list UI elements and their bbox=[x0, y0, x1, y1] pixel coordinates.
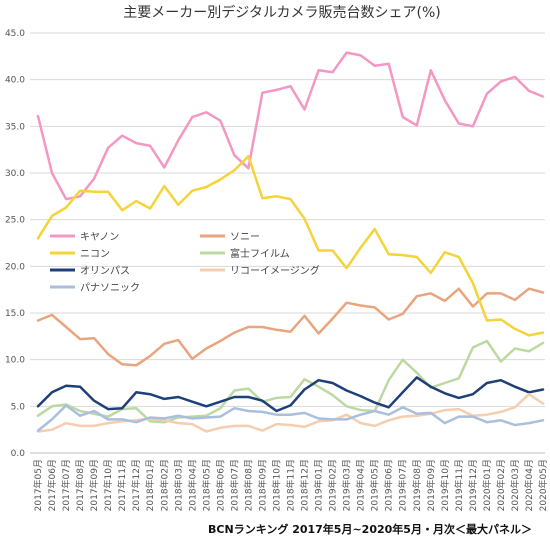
y-tick-label: 15.0 bbox=[5, 309, 25, 319]
legend-label: ソニー bbox=[230, 232, 260, 243]
y-tick-label: 5.0 bbox=[11, 402, 26, 412]
x-tick-label: 2017年12月 bbox=[130, 459, 142, 511]
x-tick-label: 2017年09月 bbox=[88, 459, 100, 511]
x-tick-label: 2017年06月 bbox=[46, 459, 58, 511]
y-tick-label: 20.0 bbox=[5, 262, 25, 272]
x-tick-label: 2017年10月 bbox=[102, 459, 114, 511]
x-tick-label: 2018年09月 bbox=[256, 459, 268, 511]
legend-label: リコーイメージング bbox=[230, 264, 320, 277]
series-line-2 bbox=[36, 154, 545, 337]
source-note: BCNランキング 2017年5月~2020年5月・月次＜最大パネル＞ bbox=[208, 522, 532, 536]
x-tick-label: 2017年11月 bbox=[116, 459, 128, 511]
x-tick-label: 2019年06月 bbox=[383, 459, 395, 511]
legend-label: 富士フイルム bbox=[230, 247, 290, 260]
y-tick-label: 35.0 bbox=[5, 122, 25, 132]
x-tick-label: 2017年07月 bbox=[60, 459, 72, 511]
x-tick-label: 2020年03月 bbox=[509, 459, 521, 511]
series-line-4 bbox=[36, 376, 545, 413]
series-line-6 bbox=[36, 404, 545, 432]
x-tick-label: 2020年04月 bbox=[523, 459, 535, 511]
x-tick-label: 2018年03月 bbox=[172, 459, 184, 511]
x-tick-label: 2018年07月 bbox=[228, 459, 240, 511]
x-tick-label: 2019年09月 bbox=[425, 459, 437, 511]
x-tick-label: 2018年11月 bbox=[285, 459, 297, 511]
x-tick-label: 2019年02月 bbox=[327, 459, 339, 511]
x-tick-label: 2019年12月 bbox=[467, 459, 479, 511]
x-tick-label: 2019年07月 bbox=[397, 459, 409, 511]
x-tick-label: 2019年08月 bbox=[411, 459, 423, 511]
x-tick-label: 2018年12月 bbox=[299, 459, 311, 511]
x-tick-label: 2020年02月 bbox=[495, 459, 507, 511]
y-tick-label: 0.0 bbox=[11, 449, 26, 459]
x-tick-label: 2019年04月 bbox=[355, 459, 367, 511]
y-tick-label: 45.0 bbox=[5, 29, 25, 39]
series-line-0 bbox=[36, 51, 545, 201]
series-lines bbox=[36, 51, 545, 433]
y-tick-label: 10.0 bbox=[5, 356, 25, 366]
x-tick-label: 2018年05月 bbox=[200, 459, 212, 511]
legend-label: パナソニック bbox=[80, 282, 140, 294]
x-tick-label: 2018年06月 bbox=[214, 459, 226, 511]
x-tick-label: 2019年05月 bbox=[369, 459, 381, 511]
x-tick-label: 2018年10月 bbox=[270, 459, 282, 511]
x-tick-label: 2019年11月 bbox=[453, 459, 465, 511]
x-tick-label: 2019年01月 bbox=[313, 459, 325, 511]
chart-title: 主要メーカー別デジタルカメラ販売台数シェア(%) bbox=[123, 4, 441, 21]
legend-label: オリンパス bbox=[80, 265, 130, 277]
legend-label: ニコン bbox=[80, 249, 110, 260]
x-tick-label: 2018年04月 bbox=[186, 459, 198, 511]
y-tick-label: 40.0 bbox=[5, 76, 25, 86]
x-tick-label: 2019年03月 bbox=[341, 459, 353, 511]
x-tick-label: 2019年10月 bbox=[439, 459, 451, 511]
y-tick-label: 25.0 bbox=[5, 216, 25, 226]
x-tick-label: 2020年01月 bbox=[481, 459, 493, 511]
x-tick-label: 2017年08月 bbox=[74, 459, 86, 511]
x-tick-label: 2020年05月 bbox=[537, 459, 549, 511]
series-line-5 bbox=[36, 392, 545, 433]
y-tick-label: 30.0 bbox=[5, 169, 25, 179]
series-line-1 bbox=[36, 287, 545, 367]
x-tick-label: 2017年05月 bbox=[32, 459, 44, 511]
legend-label: キヤノン bbox=[80, 232, 119, 243]
axes: 0.0 5.0 10.0 15.0 20.0 25.0 30.0 35.0 40.0 45.0 20… bbox=[5, 29, 549, 511]
x-tick-label: 2018年02月 bbox=[158, 459, 170, 511]
x-tick-label: 2018年08月 bbox=[242, 459, 254, 511]
x-tick-label: 2018年01月 bbox=[144, 459, 156, 511]
